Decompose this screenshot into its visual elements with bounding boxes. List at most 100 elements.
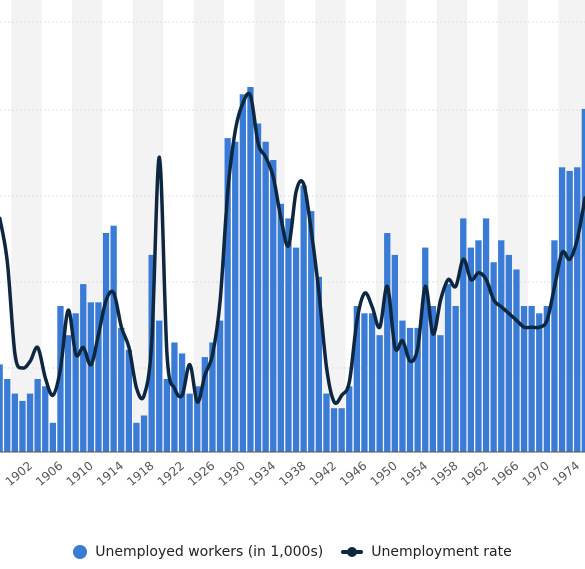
legend-item-unemployment-rate[interactable]: Unemployment rate [341,544,512,560]
bar[interactable] [536,313,543,452]
x-tick-label: 1950 [368,459,400,489]
bar[interactable] [460,218,467,452]
bar[interactable] [133,422,140,452]
x-tick-label: 1938 [276,459,308,489]
bar[interactable] [0,364,3,452]
bar[interactable] [520,306,528,452]
bar[interactable] [391,254,398,452]
bar[interactable] [95,302,102,452]
bar[interactable] [338,408,345,452]
bar[interactable] [543,306,550,452]
bar[interactable] [163,379,170,452]
bar[interactable] [399,320,406,452]
bar[interactable] [118,327,125,452]
bar[interactable] [566,170,573,452]
bar[interactable] [270,160,277,452]
bar[interactable] [346,386,353,452]
bar[interactable] [178,353,186,452]
bar[interactable] [444,284,452,452]
unemployment-rate-line[interactable] [0,91,585,406]
bar[interactable] [422,247,429,452]
bar[interactable] [72,313,79,452]
bar[interactable] [452,306,459,452]
x-tick-label: 1926 [185,459,217,489]
x-tick-label: 1966 [489,459,521,489]
bar[interactable] [574,167,581,453]
bar[interactable] [19,400,26,452]
legend-line-icon [341,547,364,557]
bar[interactable] [216,320,224,452]
combo-chart: 1902190619101914191819221926193019341938… [0,0,585,489]
bar[interactable] [11,393,18,452]
bar[interactable] [330,408,338,452]
bar[interactable] [201,357,208,452]
bar[interactable] [80,284,87,452]
bar[interactable] [262,141,269,452]
bar[interactable] [475,240,482,452]
bar[interactable] [414,327,421,452]
bar[interactable] [528,306,535,452]
bar[interactable] [581,108,585,453]
bar[interactable] [42,386,49,452]
bar[interactable] [277,203,284,452]
bar[interactable] [285,218,292,452]
bar[interactable] [140,415,148,453]
x-tick-label: 1918 [124,459,156,489]
bar[interactable] [49,422,56,452]
x-tick-label: 1914 [94,459,126,489]
bar[interactable] [323,393,330,452]
bar[interactable] [247,87,254,452]
bar[interactable] [505,254,512,452]
bar[interactable] [110,225,117,452]
bar[interactable] [437,335,444,452]
bar[interactable] [482,218,490,452]
bar[interactable] [87,302,94,452]
x-axis-ticks: 1902190619101914191819221926193019341938… [3,459,583,489]
bar[interactable] [315,276,322,452]
bar[interactable] [300,185,307,453]
bar[interactable] [368,313,376,452]
bar[interactable] [513,269,520,453]
x-tick-label: 1902 [3,459,35,489]
bar[interactable] [498,240,505,452]
bar[interactable] [232,141,239,452]
bar[interactable] [4,379,11,452]
bar[interactable] [102,233,110,452]
bar[interactable] [194,386,201,452]
bar[interactable] [156,320,163,452]
x-tick-label: 1946 [337,459,369,489]
bar[interactable] [308,211,315,452]
legend-item-unemployed-workers[interactable]: Unemployed workers (in 1,000s) [73,544,323,560]
x-tick-label: 1930 [216,459,248,489]
bar[interactable] [64,335,72,452]
bar[interactable] [558,167,566,453]
bar[interactable] [406,327,414,452]
bar[interactable] [551,240,558,452]
bar[interactable] [125,349,132,452]
bar[interactable] [361,313,368,452]
bar[interactable] [57,306,64,452]
bar[interactable] [254,123,262,453]
bar[interactable] [171,342,178,453]
x-tick-label: 1910 [64,459,96,489]
x-tick-label: 1942 [307,459,339,489]
bar[interactable] [209,342,216,453]
bar[interactable] [429,306,436,452]
x-tick-label: 1970 [520,459,552,489]
bar[interactable] [224,138,231,452]
bar[interactable] [239,94,246,453]
bar[interactable] [376,335,383,452]
legend-label: Unemployment rate [371,544,512,560]
bar-series [0,87,585,453]
legend-dot-icon [73,545,88,559]
bar[interactable] [292,247,300,452]
bar[interactable] [353,306,360,452]
bar[interactable] [384,233,391,452]
bar[interactable] [34,379,41,452]
bar[interactable] [467,247,474,452]
bar[interactable] [490,262,497,452]
bar[interactable] [186,393,193,452]
legend-label: Unemployed workers (in 1,000s) [95,544,324,560]
bar[interactable] [26,393,34,452]
x-tick-label: 1958 [428,459,460,489]
